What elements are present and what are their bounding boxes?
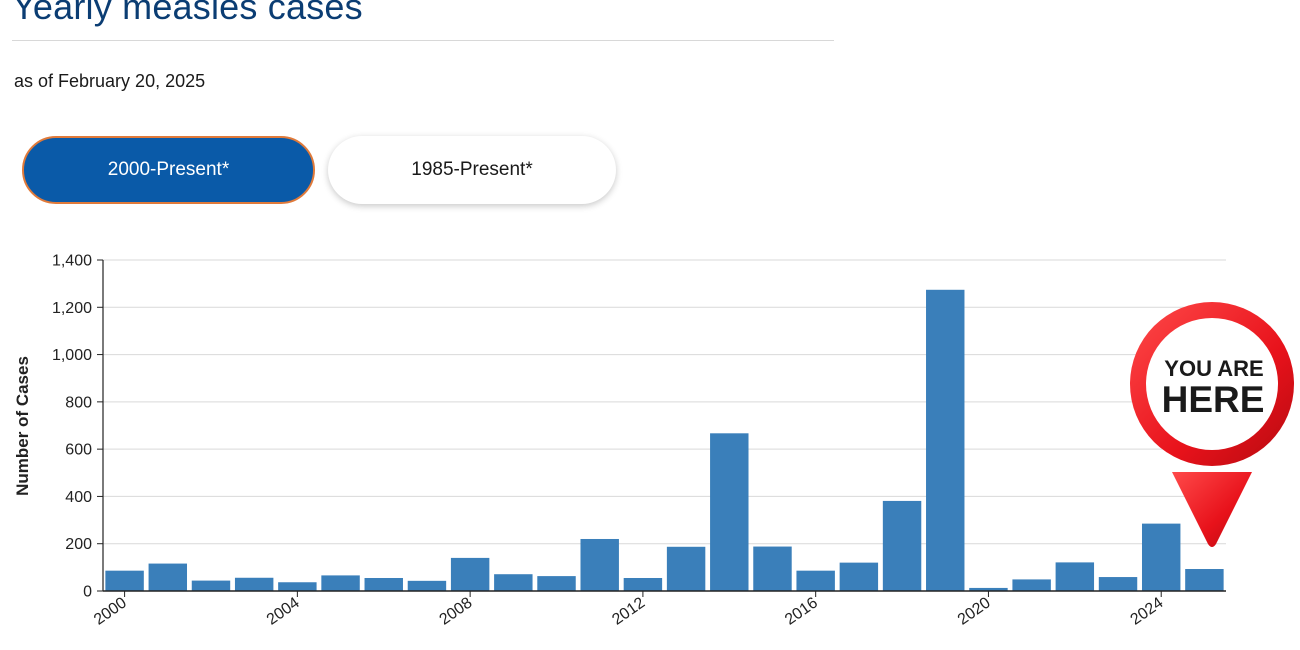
bar-2003 <box>234 577 274 591</box>
bar-2004 <box>278 582 317 591</box>
bar-2025 <box>1185 569 1224 591</box>
bar-2002 <box>191 580 231 591</box>
bar-2019 <box>926 289 965 591</box>
bar-2008 <box>450 557 490 591</box>
y-tick-label: 400 <box>65 489 92 506</box>
pin-label-line2: HERE <box>1162 379 1265 420</box>
pin-point-shape <box>1172 472 1252 547</box>
bar-2018 <box>882 500 922 591</box>
y-tick-label: 0 <box>83 584 92 601</box>
y-tick-label: 600 <box>65 442 92 459</box>
bar-2022 <box>1055 562 1095 591</box>
bar-2016 <box>796 570 835 591</box>
bar-2015 <box>753 546 792 591</box>
x-tick-label: 2004 <box>264 594 303 628</box>
x-tick-label: 2012 <box>609 594 648 628</box>
bars <box>105 289 1224 591</box>
bar-2006 <box>364 577 403 591</box>
pin-center-shape <box>1146 318 1278 450</box>
x-tick-label: 2016 <box>782 594 821 628</box>
y-tick-label: 800 <box>65 394 92 411</box>
bar-2000 <box>105 570 144 591</box>
bar-2009 <box>494 574 533 591</box>
bar-2005 <box>321 575 360 591</box>
x-tick-label: 2008 <box>437 594 476 628</box>
bar-2017 <box>839 562 879 591</box>
y-tick-label: 1,000 <box>52 347 92 364</box>
title-divider <box>12 40 834 41</box>
bar-2013 <box>666 546 706 591</box>
bar-2001 <box>148 563 188 591</box>
as-of-date: as of February 20, 2025 <box>14 71 206 91</box>
bar-2023 <box>1098 577 1138 591</box>
y-tick-label: 1,400 <box>52 253 92 270</box>
range-1985-present-button[interactable]: 1985-Present* <box>328 136 616 204</box>
bar-2021 <box>1012 579 1051 591</box>
bar-2012 <box>623 577 663 591</box>
range-2000-present-button[interactable]: 2000-Present* <box>22 136 315 204</box>
bar-2010 <box>537 576 576 591</box>
gridlines <box>103 259 1226 545</box>
x-tick-label: 2000 <box>91 594 130 628</box>
y-tick-label: 1,200 <box>52 300 92 317</box>
bar-2020 <box>969 587 1008 591</box>
x-tick-label: 2024 <box>1128 594 1167 628</box>
bar-2007 <box>407 580 447 591</box>
y-tick-label: 200 <box>65 536 92 553</box>
x-tick-label: 2020 <box>955 594 994 628</box>
bar-2024 <box>1141 523 1181 591</box>
bar-2011 <box>580 538 619 591</box>
y-axis-title: Number of Cases <box>13 356 32 496</box>
pin-label-line1: YOU ARE <box>1164 356 1263 381</box>
bar-2014 <box>710 433 749 591</box>
you-are-here-map-pin-icon: YOU ARE HERE <box>1130 302 1294 547</box>
page-title: Yearly measles cases <box>12 0 363 27</box>
axes: 0 200 400 600 800 1,000 1,200 1,400 2000 2004 2008… <box>52 253 1226 629</box>
